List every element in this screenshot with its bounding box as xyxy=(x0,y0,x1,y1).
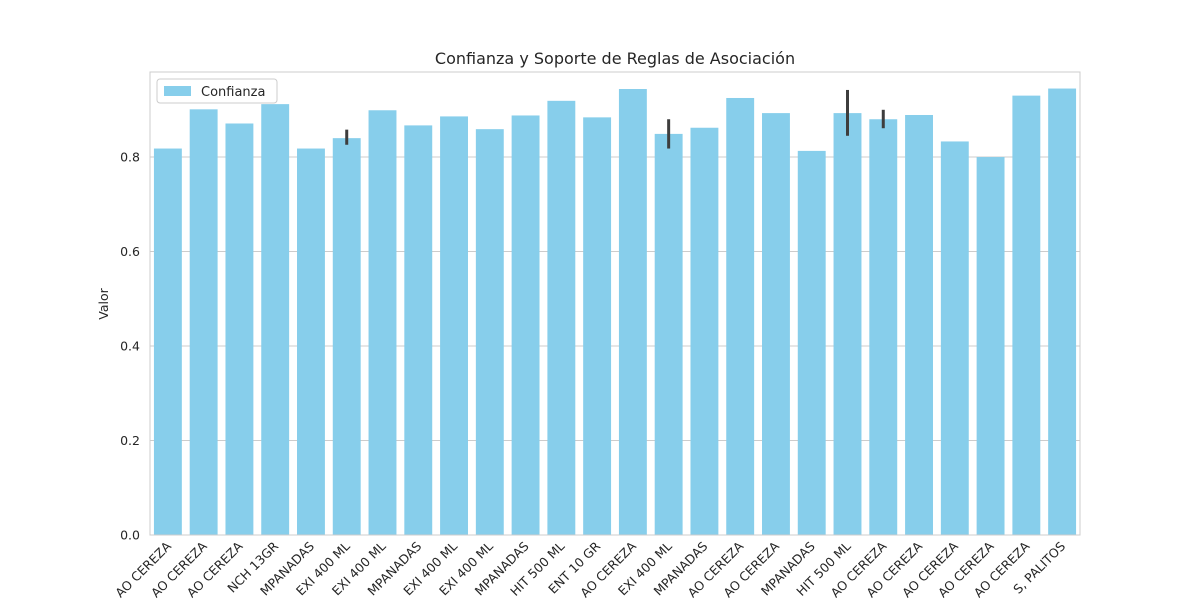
bar xyxy=(475,129,504,535)
bar xyxy=(261,104,290,536)
bar xyxy=(189,109,218,535)
plot-frame xyxy=(149,71,1081,536)
bar xyxy=(153,148,182,535)
bar xyxy=(690,127,719,536)
legend-box xyxy=(156,78,278,104)
bar xyxy=(511,115,540,536)
legend-label: Confianza xyxy=(201,85,265,100)
bar xyxy=(618,89,647,535)
bar xyxy=(368,110,397,535)
bar xyxy=(833,113,862,535)
bar xyxy=(440,116,468,535)
bar xyxy=(726,97,755,536)
bar xyxy=(404,125,433,536)
bar xyxy=(654,133,683,536)
bars xyxy=(153,88,1077,536)
y-tick-label: 0.0 xyxy=(120,528,140,543)
bar xyxy=(905,114,933,535)
bar xyxy=(332,138,361,535)
bar xyxy=(940,141,969,535)
y-axis-label: Valor xyxy=(96,287,111,319)
y-tick-label: 0.8 xyxy=(120,150,140,165)
bar xyxy=(225,123,254,535)
bar xyxy=(869,119,898,535)
bar xyxy=(297,148,325,535)
legend: Confianza xyxy=(156,78,278,104)
bar xyxy=(583,117,612,535)
y-axis-ticks: 0.0 0.2 0.4 0.6 0.8 xyxy=(120,150,140,543)
bar xyxy=(1048,88,1077,536)
bar xyxy=(1012,95,1041,536)
bar xyxy=(976,157,1005,535)
bar xyxy=(797,150,826,535)
bar xyxy=(762,113,790,535)
chart-title: Confianza y Soporte de Reglas de Asociac… xyxy=(435,49,795,68)
y-tick-label: 0.2 xyxy=(120,433,140,448)
y-tick-label: 0.6 xyxy=(120,244,140,259)
legend-swatch xyxy=(164,86,191,96)
error-bars xyxy=(345,89,885,149)
grid xyxy=(150,156,1080,536)
bar xyxy=(547,100,576,535)
y-tick-label: 0.4 xyxy=(120,339,140,354)
